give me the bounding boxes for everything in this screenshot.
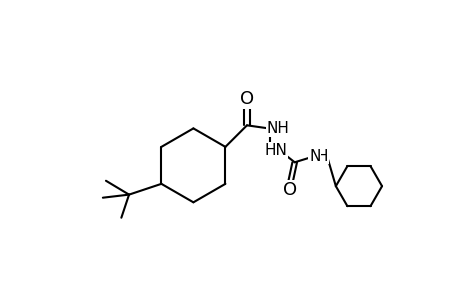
Text: HN: HN — [264, 143, 287, 158]
Text: O: O — [282, 181, 297, 199]
Text: H: H — [316, 148, 327, 164]
Text: O: O — [240, 90, 253, 108]
Text: N: N — [308, 148, 320, 164]
Text: NH: NH — [266, 121, 289, 136]
